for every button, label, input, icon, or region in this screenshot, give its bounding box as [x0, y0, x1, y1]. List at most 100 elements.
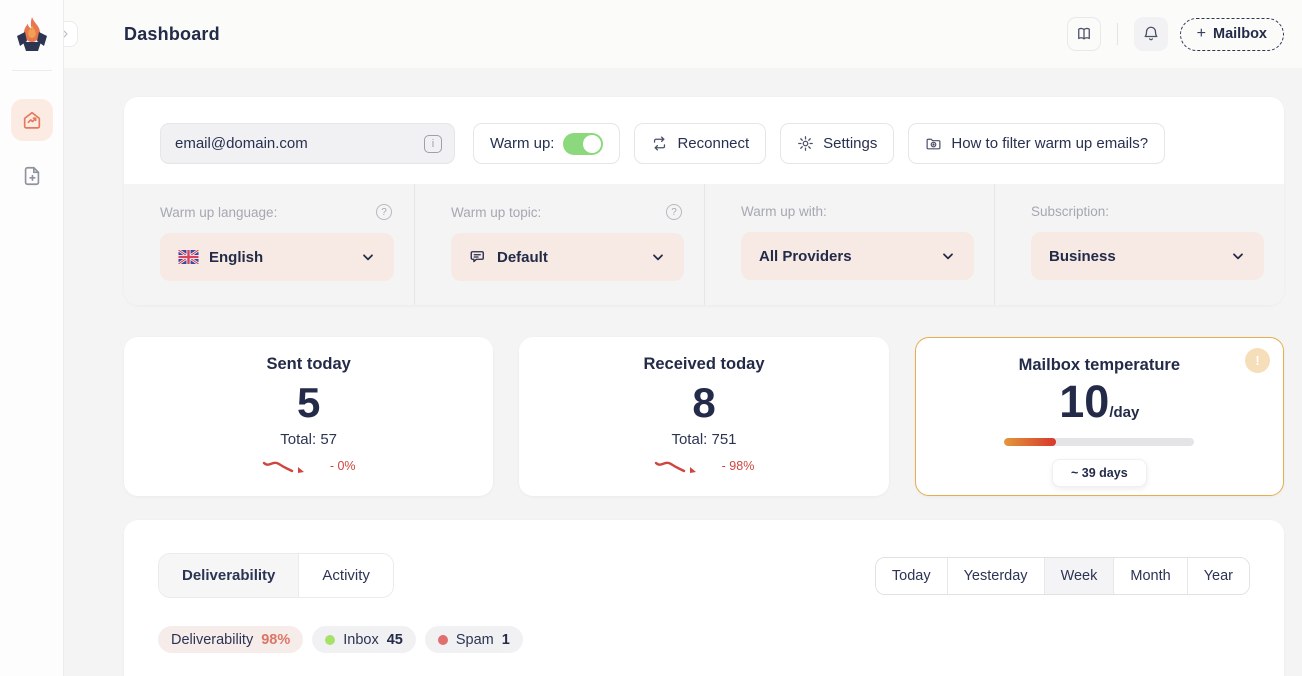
- toggle-knob: [583, 134, 602, 153]
- sent-today-title: Sent today: [266, 355, 351, 373]
- language-value: English: [209, 248, 264, 266]
- trend-down-sparkline-icon: [654, 457, 716, 475]
- mailbox-temperature-card: Mailbox temperature 10 /day ~ 39 days: [914, 337, 1284, 496]
- temperature-title: Mailbox temperature: [1018, 356, 1181, 374]
- notifications-button[interactable]: [1133, 17, 1168, 51]
- temperature-value: 10: [1059, 376, 1110, 427]
- howto-filter-button[interactable]: How to filter warm up emails?: [908, 123, 1166, 164]
- temperature-progress-fill: [1004, 438, 1056, 446]
- sent-today-card: Sent today 5 Total: 57 - 0%: [124, 337, 494, 496]
- sent-today-total: Total: 57: [280, 431, 338, 449]
- app-logo-flame-icon: [13, 14, 51, 56]
- setting-cell-language: Warm up language:: [124, 184, 414, 305]
- inbox-dot-icon: [325, 634, 336, 645]
- main-column: Dashboard +: [64, 0, 1302, 676]
- legend-row: Deliverability 98% Inbox 45 Spam 1: [158, 626, 1250, 653]
- sent-today-value: 5: [296, 379, 321, 426]
- docs-button[interactable]: [1066, 17, 1101, 51]
- sent-trend-text: - 0%: [329, 459, 356, 474]
- subscription-label: Subscription:: [1031, 204, 1110, 219]
- legend-deliverability[interactable]: Deliverability 98%: [158, 626, 304, 653]
- subscription-dropdown[interactable]: Business: [1031, 232, 1264, 280]
- legend-inbox-label: Inbox: [343, 631, 379, 648]
- setting-cell-subscription: Subscription: Business: [994, 184, 1284, 305]
- chat-icon: [469, 248, 487, 266]
- subscription-value: Business: [1049, 247, 1116, 265]
- panel-tabs: Deliverability Activity: [158, 553, 394, 598]
- chevron-down-icon: [1230, 248, 1246, 264]
- legend-deliverability-value: 98%: [261, 631, 291, 648]
- warmup-toggle-button[interactable]: Warm up:: [473, 123, 621, 164]
- email-input[interactable]: [175, 135, 424, 152]
- providers-label: Warm up with:: [741, 204, 827, 219]
- legend-deliverability-label: Deliverability: [171, 631, 254, 648]
- sidebar-item-dashboard[interactable]: [10, 99, 53, 141]
- sidebar-divider: [11, 70, 52, 71]
- legend-spam[interactable]: Spam 1: [424, 626, 523, 653]
- range-year[interactable]: Year: [1186, 557, 1249, 594]
- sidebar-item-add-mailbox[interactable]: [11, 155, 53, 197]
- received-today-total: Total: 751: [671, 431, 737, 449]
- chevron-right-icon: [59, 28, 71, 40]
- legend-spam-label: Spam: [455, 631, 494, 648]
- trend-down-sparkline-icon: [262, 457, 324, 475]
- received-trend: - 98%: [654, 457, 755, 475]
- controls-row: Warm up: Reconnect: [124, 97, 1284, 184]
- sidebar: [0, 0, 64, 676]
- temperature-value-row: 10 /day: [1059, 379, 1139, 424]
- chevron-down-icon: [360, 249, 376, 265]
- topic-help-icon[interactable]: [666, 204, 682, 220]
- header: Dashboard +: [64, 0, 1302, 68]
- providers-dropdown[interactable]: All Providers: [741, 232, 974, 280]
- temperature-warning-icon[interactable]: [1245, 348, 1270, 373]
- uk-flag-icon: [178, 250, 199, 264]
- warmup-toggle[interactable]: [563, 132, 604, 155]
- received-today-value: 8: [692, 379, 716, 426]
- legend-spam-value: 1: [501, 631, 510, 648]
- received-trend-text: - 98%: [721, 459, 755, 474]
- header-actions: + Mailbox: [1066, 17, 1284, 51]
- reconnect-label: Reconnect: [677, 135, 750, 152]
- add-mailbox-button[interactable]: + Mailbox: [1179, 17, 1284, 51]
- providers-value: All Providers: [759, 247, 852, 265]
- range-today[interactable]: Today: [875, 557, 947, 594]
- reconnect-icon: [651, 135, 668, 152]
- range-week[interactable]: Week: [1043, 557, 1114, 594]
- temperature-unit: /day: [1109, 404, 1140, 421]
- range-month[interactable]: Month: [1113, 557, 1187, 594]
- file-plus-icon: [21, 165, 43, 187]
- legend-inbox[interactable]: Inbox 45: [312, 626, 416, 653]
- warmup-label: Warm up:: [490, 135, 555, 152]
- chevron-down-icon: [940, 248, 956, 264]
- stats-row: Sent today 5 Total: 57 - 0% Received tod…: [124, 337, 1284, 496]
- header-divider: [1116, 23, 1118, 45]
- legend-inbox-value: 45: [386, 631, 403, 648]
- mailbox-settings-card: Warm up: Reconnect: [124, 97, 1284, 305]
- temperature-eta-badge: ~ 39 days: [1052, 459, 1147, 487]
- setting-cell-providers: Warm up with: All Providers: [704, 184, 994, 305]
- settings-button[interactable]: Settings: [780, 123, 895, 164]
- email-field-wrapper: [160, 123, 455, 164]
- settings-row: Warm up language:: [124, 184, 1284, 305]
- language-label: Warm up language:: [160, 204, 278, 220]
- page-title: Dashboard: [124, 23, 220, 44]
- reconnect-button[interactable]: Reconnect: [634, 123, 767, 164]
- tab-activity[interactable]: Activity: [299, 554, 393, 597]
- language-help-icon[interactable]: [376, 204, 392, 220]
- language-dropdown[interactable]: English: [160, 233, 394, 281]
- range-yesterday[interactable]: Yesterday: [946, 557, 1044, 594]
- plus-icon: +: [1196, 25, 1207, 42]
- settings-label: Settings: [823, 135, 878, 152]
- howto-filter-label: How to filter warm up emails?: [951, 135, 1149, 152]
- tab-deliverability[interactable]: Deliverability: [159, 554, 300, 597]
- book-icon: [1075, 25, 1093, 43]
- panel-top-row: Deliverability Activity Today Yesterday …: [158, 553, 1250, 598]
- gear-icon: [797, 135, 814, 152]
- email-info-icon[interactable]: [424, 134, 442, 153]
- time-range-selector: Today Yesterday Week Month Year: [874, 556, 1250, 595]
- video-folder-icon: [925, 135, 942, 152]
- setting-cell-topic: Warm up topic: Default: [414, 184, 704, 305]
- temperature-progress-track: [1004, 438, 1195, 446]
- topic-dropdown[interactable]: Default: [451, 233, 684, 281]
- bell-icon: [1142, 25, 1160, 43]
